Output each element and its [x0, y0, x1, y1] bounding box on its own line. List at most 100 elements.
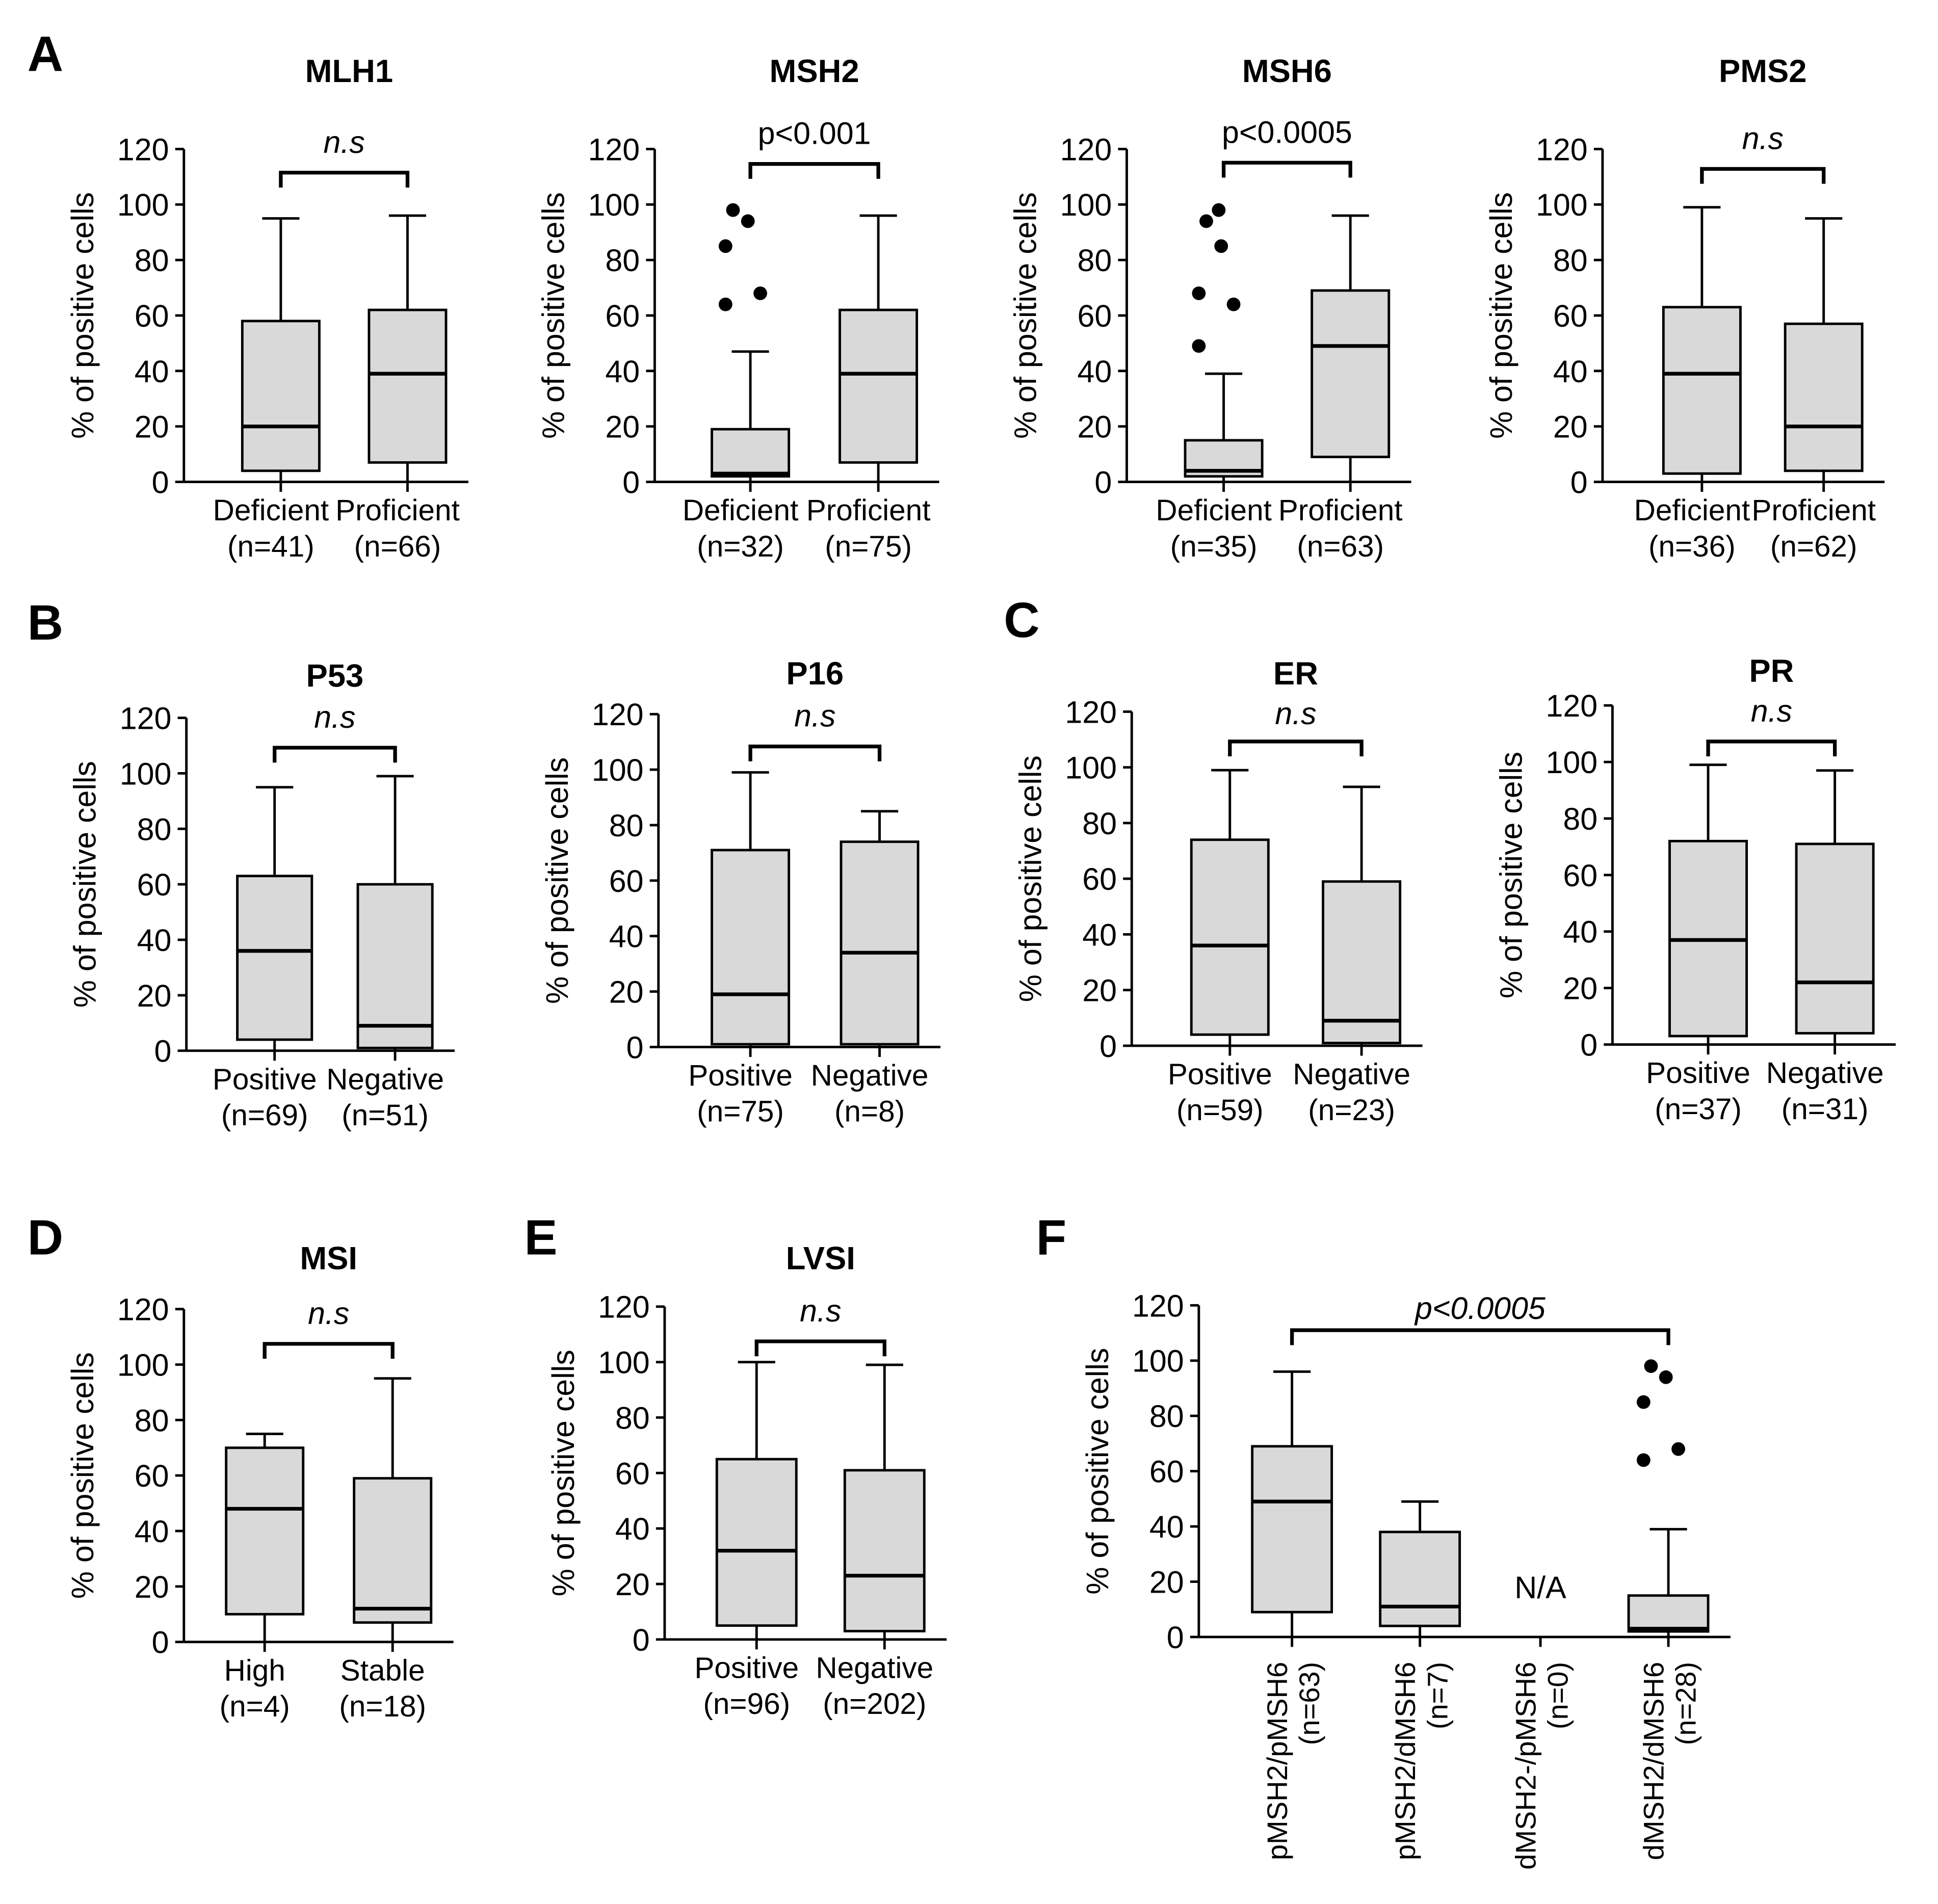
- y-tick-label: 20: [1563, 971, 1597, 1006]
- y-tick-label: 80: [137, 812, 172, 847]
- y-tick-label: 100: [588, 188, 640, 222]
- y-tick-label: 120: [588, 132, 640, 167]
- y-tick-label: 80: [1149, 1399, 1184, 1434]
- box: [715, 1458, 798, 1627]
- group-1: Negative(n=202): [816, 1363, 933, 1721]
- panel-letter-d: D: [28, 1209, 63, 1265]
- category-n: (n=7): [1421, 1662, 1453, 1729]
- y-tick-label: 80: [605, 243, 640, 278]
- panel-letter-b: B: [28, 595, 63, 650]
- y-tick-label: 40: [135, 1514, 169, 1549]
- y-tick-label: 60: [609, 864, 644, 898]
- category-n: (n=75): [697, 1095, 784, 1128]
- y-tick-label: 100: [1546, 745, 1598, 780]
- box: [241, 320, 321, 472]
- category-label: Negative: [1766, 1056, 1884, 1090]
- category-label: Positive: [694, 1651, 799, 1684]
- y-tick-label: 100: [120, 756, 172, 791]
- significance-bracket: [1228, 739, 1364, 757]
- y-tick-label: 60: [1082, 862, 1117, 896]
- significance-label: p<0.0005: [1222, 115, 1352, 149]
- box: [236, 875, 313, 1041]
- category-n: (n=18): [339, 1690, 426, 1723]
- y-axis-label: % of positive cells: [546, 1350, 581, 1596]
- significance-label: n.s: [324, 125, 365, 160]
- group-1: Proficient(n=62): [1751, 217, 1876, 563]
- y-tick-label: 60: [615, 1456, 650, 1491]
- y-tick-label: 0: [152, 1625, 169, 1660]
- chart-title: ER: [1273, 656, 1318, 692]
- category-n: (n=41): [227, 530, 315, 563]
- y-tick-label: 100: [1060, 188, 1112, 222]
- significance-bracket: [279, 171, 410, 188]
- y-axis-label: % of positive cells: [65, 192, 100, 439]
- outlier-point: [718, 297, 732, 311]
- y-tick-label: 20: [135, 1570, 169, 1604]
- y-tick-label: 0: [1099, 1029, 1117, 1064]
- y-tick-label: 120: [117, 132, 169, 167]
- y-tick-label: 80: [1553, 243, 1588, 278]
- chart-title: P53: [306, 658, 364, 694]
- chart-title: MSH2: [770, 54, 859, 89]
- category-n: (n=202): [823, 1687, 926, 1721]
- category-n: (n=8): [834, 1095, 905, 1128]
- y-tick-label: 0: [626, 1030, 644, 1065]
- y-tick-label: 100: [592, 753, 644, 787]
- y-tick-label: 120: [1132, 1288, 1184, 1323]
- chart-title: LVSI: [786, 1241, 855, 1277]
- panel-letter-f: F: [1036, 1209, 1067, 1265]
- significance-label: n.s: [794, 699, 835, 733]
- y-tick-label: 120: [117, 1292, 169, 1327]
- significance-label: n.s: [1751, 694, 1792, 728]
- category-label: Negative: [326, 1063, 444, 1096]
- category-n: (n=96): [703, 1687, 790, 1721]
- group-1: Proficient(n=66): [335, 214, 460, 563]
- y-tick-label: 40: [1149, 1510, 1184, 1544]
- category-label: Positive: [688, 1059, 793, 1092]
- chart-title: MLH1: [305, 54, 393, 89]
- chart-er: ER 0 20 40 60 80 100 120 % of positive cells Posi…: [1013, 656, 1423, 1127]
- category-n: (n=51): [342, 1099, 429, 1132]
- chart-title: PMS2: [1719, 54, 1807, 89]
- category-label: Proficient: [1278, 494, 1403, 527]
- outlier-point: [1636, 1453, 1651, 1467]
- box: [1190, 838, 1270, 1036]
- y-axis-label: % of positive cells: [1013, 755, 1047, 1002]
- category-n: (n=28): [1670, 1662, 1702, 1746]
- y-tick-label: 80: [609, 808, 644, 843]
- category-label: Positive: [1646, 1056, 1750, 1090]
- group-0: Deficient(n=32): [683, 203, 798, 563]
- outlier-point: [1214, 239, 1228, 253]
- y-tick-label: 80: [1563, 802, 1597, 836]
- y-tick-label: 120: [592, 697, 644, 732]
- chart-mlh1: MLH1 0 20 40 60 80 100 120 % of positive cells De…: [65, 54, 468, 563]
- y-axis-label: % of positive cells: [1494, 752, 1528, 998]
- chart-panel-f: 0 20 40 60 80 100 120 % of positive cells pMSH2/…: [1080, 1288, 1731, 1870]
- group-0: Deficient(n=35): [1156, 203, 1272, 563]
- y-tick-label: 20: [135, 410, 169, 444]
- category-label: Positive: [1168, 1058, 1272, 1091]
- y-tick-label: 80: [1078, 243, 1112, 278]
- y-tick-label: 60: [135, 1459, 169, 1493]
- y-tick-label: 40: [137, 923, 172, 958]
- y-tick-label: 20: [1149, 1565, 1184, 1600]
- outlier-point: [1671, 1442, 1685, 1456]
- panel-letter-a: A: [28, 26, 63, 82]
- y-axis-label: % of positive cells: [1080, 1348, 1115, 1595]
- category-label: dMSH2-/pMSH6: [1509, 1662, 1541, 1870]
- group-1: Stable(n=18): [339, 1377, 433, 1723]
- y-tick-label: 20: [605, 410, 640, 444]
- y-tick-label: 120: [1060, 132, 1112, 167]
- significance-bracket: [754, 1339, 886, 1357]
- box: [711, 428, 791, 478]
- category-n: (n=75): [825, 530, 912, 563]
- y-tick-label: 0: [622, 465, 640, 500]
- y-tick-label: 80: [615, 1400, 650, 1435]
- y-tick-label: 20: [615, 1567, 650, 1602]
- outlier-point: [1636, 1395, 1651, 1409]
- box: [843, 1469, 926, 1633]
- y-tick-label: 40: [1563, 915, 1597, 949]
- category-n: (n=37): [1655, 1093, 1742, 1126]
- category-n: (n=35): [1170, 530, 1258, 563]
- category-n: (n=59): [1176, 1094, 1264, 1127]
